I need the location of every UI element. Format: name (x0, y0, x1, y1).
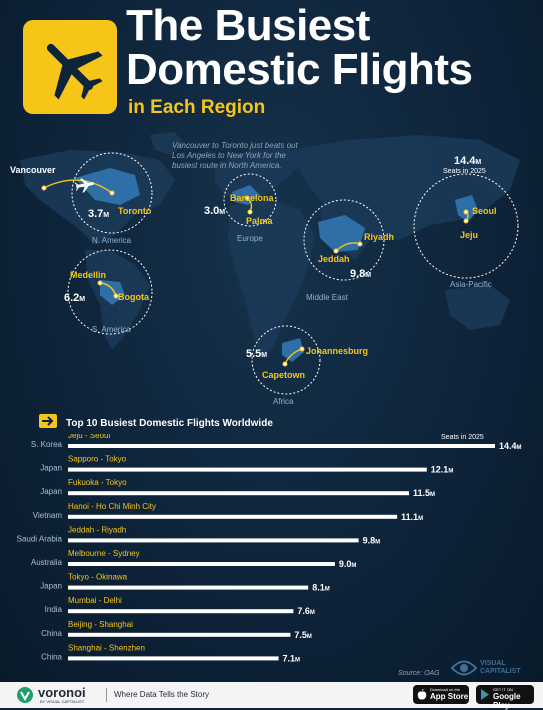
region-label: Asia-Pacific (450, 280, 492, 289)
route-value: 9.8M (350, 268, 372, 280)
bar (68, 609, 294, 614)
city-label: Johannesburg (306, 346, 369, 356)
city-label: Barcelona (230, 193, 274, 203)
city-label: Toronto (118, 206, 152, 216)
route-label: Mumbai - Delhi (68, 596, 122, 605)
country-label: India (45, 605, 63, 614)
city-label: Palma (246, 216, 273, 226)
bar (68, 632, 291, 637)
route-label: Sapporo - Tokyo (68, 455, 127, 464)
app-store-button[interactable]: Download on the App Store (413, 685, 469, 704)
route-label: Jeju - Seoul (68, 434, 110, 440)
bar (68, 538, 359, 543)
city-label: Capetown (262, 370, 306, 380)
route-value: 14.4M (454, 155, 482, 167)
bar (68, 444, 495, 448)
route-label: Fukuoka - Tokyo (68, 478, 127, 487)
page-subtitle: in Each Region (128, 97, 266, 118)
value-label: 11.1M (401, 512, 423, 522)
brand-name: VISUAL CAPITALIST (480, 660, 521, 675)
world-map (20, 132, 520, 395)
footer: voronoi BY VISUAL CAPITALIST Where Data … (0, 682, 543, 710)
value-label: 12.1M (431, 465, 454, 475)
city-dots (41, 185, 469, 367)
value-label: 14.4M (499, 441, 522, 451)
map-note: Vancouver to Toronto just beats out Los … (172, 141, 298, 170)
route-label: Tokyo - Okinawa (68, 573, 128, 582)
country-label: Vietnam (33, 511, 63, 520)
route-label: Shanghai - Shenzhen (68, 643, 145, 652)
bar (68, 585, 309, 590)
city-label: Vancouver (10, 165, 56, 175)
route-value: 6.2M (64, 292, 86, 304)
apple-icon (417, 689, 427, 700)
region-label: Africa (273, 397, 294, 406)
route-value: 5.5M (246, 348, 268, 360)
country-label: Japan (40, 487, 62, 496)
city-label: Jeddah (318, 254, 350, 264)
city-label: Seoul (472, 206, 497, 216)
country-label: Saudi Arabia (17, 534, 63, 543)
tagline: Where Data Tells the Story (114, 690, 210, 699)
route-value: 3.0M (204, 205, 226, 217)
country-label: Japan (40, 464, 62, 473)
value-label: 7.1M (283, 653, 301, 663)
country-label: China (41, 652, 62, 661)
chart-title: Top 10 Busiest Domestic Flights Worldwid… (66, 418, 273, 429)
route-label: Jeddah - Riyadh (68, 525, 126, 534)
value-label: 9.0M (339, 559, 357, 569)
region-label: Middle East (306, 293, 348, 302)
page-title: The Busiest Domestic Flights (126, 1, 473, 94)
google-play-button[interactable]: GET IT ON Google Play (476, 685, 534, 710)
value-label: 7.5M (294, 630, 312, 640)
value-label: 8.1M (312, 583, 330, 593)
region-label: N. America (92, 236, 132, 245)
divider (106, 688, 107, 702)
bar-chart: S. Korea Jeju - Seoul 14.4M Japan Sapporo - … (17, 434, 522, 663)
region-label: Europe (237, 234, 263, 243)
airplane-icon (74, 178, 94, 193)
visual-capitalist-logo (450, 660, 478, 676)
country-label: Australia (31, 558, 63, 567)
value-label: 7.6M (297, 606, 315, 616)
region-circles (67, 152, 519, 395)
source-note: Source: OAG (398, 670, 440, 677)
value-axis-label: Seats in 2025 (441, 434, 484, 441)
bar (68, 467, 427, 472)
country-label: S. Korea (31, 440, 63, 449)
arrow-icon (39, 414, 57, 428)
route-value: 3.7M (88, 208, 110, 220)
bar (68, 491, 410, 496)
region-label: S. America (92, 325, 131, 334)
city-label: Bogota (118, 292, 149, 302)
route-label: Hanoi - Ho Chi Minh City (68, 502, 156, 511)
google-play-icon (481, 689, 489, 700)
city-label: Jeju (460, 230, 479, 240)
app-name: voronoi (38, 685, 86, 700)
plane-logo (23, 20, 117, 114)
airplane-icon (46, 43, 103, 100)
bar (68, 514, 398, 519)
bar (68, 562, 335, 566)
city-label: Riyadh (364, 232, 395, 242)
value-label: 9.8M (363, 535, 381, 545)
route-label: Beijing - Shanghai (68, 620, 133, 629)
route-label: Melbourne - Sydney (68, 549, 140, 558)
voronoi-logo-icon (17, 687, 33, 703)
seats-note: Seats in 2025 (443, 168, 486, 175)
country-label: Japan (40, 582, 62, 591)
country-label: China (41, 629, 62, 638)
bar (68, 656, 279, 661)
app-by: BY VISUAL CAPITALIST (40, 699, 85, 704)
city-label: Medellin (70, 270, 107, 280)
value-label: 11.5M (413, 488, 435, 498)
